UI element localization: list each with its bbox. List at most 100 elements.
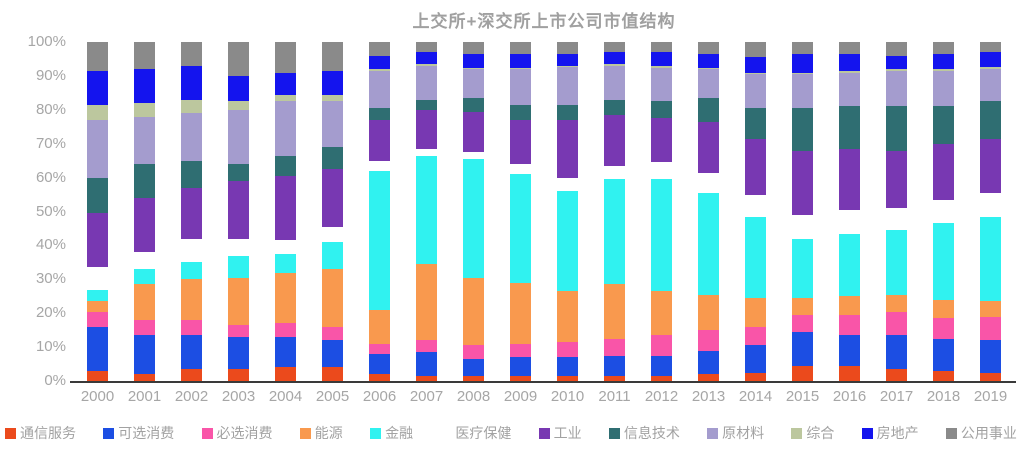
segment-综合-2001	[134, 103, 155, 117]
stacked-bar-2007	[416, 42, 437, 381]
segment-信息技术-2010	[557, 104, 578, 121]
bar-slot-2013	[685, 42, 732, 381]
legend-item-工业: 工业	[538, 423, 582, 443]
y-tick-30: 30%	[35, 270, 66, 288]
stacked-bar-2010	[557, 42, 578, 381]
bar-slot-2004	[262, 42, 309, 381]
segment-综合-2002	[181, 99, 202, 114]
legend-swatch-icon-通信服务	[5, 427, 16, 439]
segment-可选消费-2001	[134, 335, 155, 375]
segment-可选消费-2005	[322, 340, 343, 368]
segment-能源-2015	[792, 297, 813, 315]
segment-综合-2015	[792, 72, 813, 75]
legend-label-原材料: 原材料	[722, 425, 765, 441]
segment-公用事业-2016	[839, 42, 860, 54]
legend-swatch-icon-医疗保健	[440, 427, 452, 439]
legend-label-能源: 能源	[314, 425, 343, 441]
segment-工业-2001	[134, 197, 155, 253]
segment-信息技术-2017	[886, 106, 907, 151]
stacked-bar-2000	[87, 42, 108, 381]
legend-label-通信服务: 通信服务	[20, 425, 76, 441]
segment-能源-2001	[134, 284, 155, 320]
legend-swatch-icon-公用事业	[945, 427, 957, 439]
segment-原材料-2003	[228, 109, 249, 165]
segment-必选消费-2013	[698, 330, 719, 351]
segment-必选消费-2019	[980, 316, 1001, 341]
segment-金融-2018	[933, 223, 954, 300]
legend-swatch-icon-综合	[791, 427, 803, 439]
segment-可选消费-2006	[369, 353, 390, 375]
segment-金融-2012	[651, 179, 672, 292]
x-axis-line	[70, 381, 1016, 383]
segment-能源-2017	[886, 294, 907, 312]
legend-swatch-icon-能源	[299, 427, 311, 439]
legend-item-必选消费: 必选消费	[201, 423, 273, 443]
segment-医疗保健-2001	[134, 252, 155, 270]
segment-通信服务-2017	[886, 369, 907, 381]
bar-slot-2001	[121, 42, 168, 381]
segment-金融-2003	[228, 255, 249, 278]
segment-信息技术-2009	[510, 104, 531, 121]
x-label-2018: 2018	[926, 388, 961, 405]
segment-可选消费-2003	[228, 336, 249, 370]
segment-通信服务-2005	[322, 367, 343, 381]
segment-信息技术-2015	[792, 108, 813, 151]
legend-item-医疗保健: 医疗保健	[440, 423, 511, 443]
stacked-bar-2008	[463, 42, 484, 381]
segment-通信服务-2004	[275, 367, 296, 381]
segment-信息技术-2003	[228, 164, 249, 182]
segment-可选消费-2013	[698, 350, 719, 375]
stacked-bar-2011	[604, 42, 625, 381]
legend-item-通信服务: 通信服务	[5, 423, 76, 443]
segment-能源-2011	[604, 284, 625, 339]
bar-slot-2015	[779, 42, 826, 381]
segment-原材料-2001	[134, 116, 155, 165]
segment-房地产-2013	[698, 53, 719, 68]
stacked-bar-2013	[698, 42, 719, 381]
x-label-2000: 2000	[80, 388, 115, 405]
legend: 通信服务 可选消费 必选消费 能源 金融 医疗保健 工业 信息技术 原材料 综合 房地产 公用事业	[0, 423, 1022, 443]
stacked-bar-2009	[510, 42, 531, 381]
segment-医疗保健-2017	[886, 208, 907, 231]
legend-swatch-icon-原材料	[707, 427, 719, 439]
segment-医疗保健-2000	[87, 267, 108, 290]
legend-item-原材料: 原材料	[707, 423, 764, 443]
segment-必选消费-2005	[322, 326, 343, 341]
segment-原材料-2008	[463, 69, 484, 99]
segment-信息技术-2008	[463, 98, 484, 112]
segment-能源-2000	[87, 301, 108, 312]
x-label-2005: 2005	[315, 388, 350, 405]
legend-swatch-icon-可选消费	[103, 427, 115, 439]
segment-公用事业-2013	[698, 42, 719, 54]
segment-综合-2009	[510, 67, 531, 70]
segment-必选消费-2017	[886, 311, 907, 336]
segment-公用事业-2006	[369, 42, 390, 56]
segment-房地产-2018	[933, 53, 954, 70]
segment-能源-2006	[369, 309, 390, 344]
x-label-2010: 2010	[550, 388, 585, 405]
segment-综合-2017	[886, 69, 907, 71]
legend-label-金融: 金融	[385, 425, 414, 441]
segment-可选消费-2016	[839, 335, 860, 366]
segment-医疗保健-2015	[792, 214, 813, 239]
segment-信息技术-2013	[698, 98, 719, 122]
segment-医疗保健-2007	[416, 148, 437, 156]
segment-可选消费-2017	[886, 335, 907, 370]
segment-工业-2009	[510, 120, 531, 165]
segment-原材料-2011	[604, 65, 625, 100]
segment-房地产-2009	[510, 53, 531, 68]
segment-房地产-2002	[181, 65, 202, 100]
segment-公用事业-2007	[416, 42, 437, 53]
bar-slot-2018	[920, 42, 967, 381]
segment-通信服务-2001	[134, 374, 155, 381]
legend-swatch-icon-工业	[538, 427, 550, 439]
segment-工业-2011	[604, 114, 625, 166]
segment-信息技术-2002	[181, 160, 202, 188]
segment-必选消费-2012	[651, 335, 672, 356]
segment-原材料-2004	[275, 101, 296, 156]
legend-label-必选消费: 必选消费	[216, 425, 273, 441]
plot-area	[70, 42, 1016, 383]
segment-金融-2008	[463, 159, 484, 278]
legend-label-可选消费: 可选消费	[118, 425, 175, 441]
segment-房地产-2012	[651, 52, 672, 66]
